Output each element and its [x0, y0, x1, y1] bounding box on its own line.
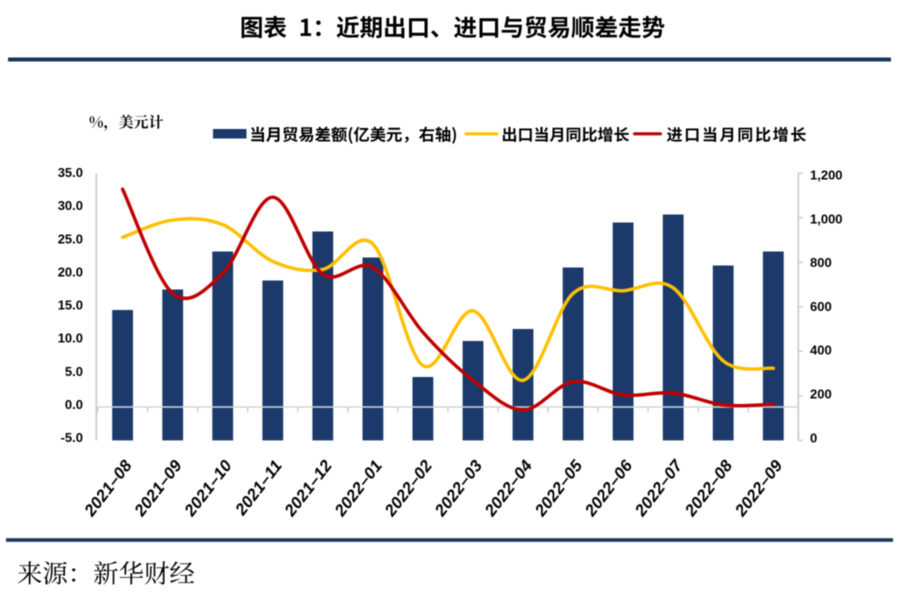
svg-text:0.0: 0.0: [65, 397, 83, 412]
svg-text:0: 0: [810, 430, 817, 445]
svg-text:-5.0: -5.0: [61, 430, 83, 445]
svg-text:15.0: 15.0: [58, 298, 83, 313]
svg-text:30.0: 30.0: [58, 198, 83, 213]
svg-text:1,000: 1,000: [810, 211, 843, 226]
svg-text:600: 600: [810, 299, 832, 314]
svg-text:400: 400: [810, 343, 832, 358]
svg-text:800: 800: [810, 255, 832, 270]
svg-text:10.0: 10.0: [58, 331, 83, 346]
svg-text:5.0: 5.0: [65, 364, 83, 379]
svg-text:200: 200: [810, 387, 832, 402]
svg-text:25.0: 25.0: [58, 231, 83, 246]
svg-text:35.0: 35.0: [58, 165, 83, 180]
svg-text:1,200: 1,200: [810, 168, 843, 183]
svg-text:20.0: 20.0: [58, 264, 83, 279]
